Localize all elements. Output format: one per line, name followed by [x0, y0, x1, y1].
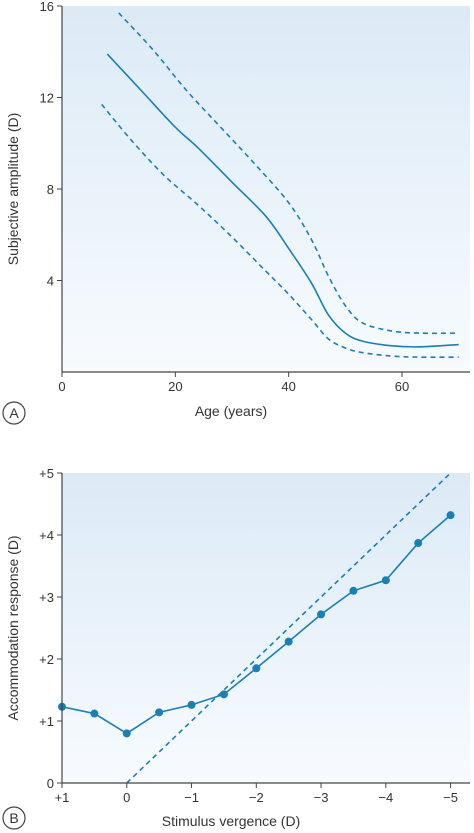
- plot-area-a: [62, 6, 470, 372]
- y-tick-label-b-3: +2: [39, 652, 54, 667]
- y-tick-label-a-1: 4: [47, 274, 54, 289]
- data-point-b-2: [90, 709, 99, 718]
- series-line-b-2: [126, 472, 452, 784]
- data-point-b-10: [349, 586, 358, 595]
- x-tick-label-b-3: −1: [184, 790, 199, 805]
- data-point-b-4: [155, 708, 164, 717]
- x-tick-label-b-1: +1: [55, 790, 70, 805]
- data-point-b-6: [219, 690, 228, 699]
- plot-area-b: [62, 473, 470, 783]
- data-point-b-9: [317, 610, 326, 619]
- chart-panel-a: 0 20 40 60 4 8 12 16 Age (years) Subjective amp…: [2, 0, 470, 425]
- data-point-b-8: [284, 637, 293, 646]
- series-line-a-1: [106, 53, 459, 348]
- data-point-b-7: [252, 664, 261, 673]
- x-tick-label-a-4: 60: [395, 379, 409, 394]
- x-tick-label-b-2: 0: [123, 790, 130, 805]
- panel-letter-a: A: [9, 405, 19, 421]
- x-tick-label-a-2: 20: [168, 379, 182, 394]
- series-line-a-3: [101, 103, 459, 359]
- panel-label-a: A: [2, 401, 26, 425]
- data-point-b-5: [187, 700, 196, 709]
- axes-a: 0 20 40 60 4 8 12 16: [40, 0, 470, 394]
- series-group-a: [101, 12, 459, 359]
- x-tick-label-b-7: −5: [443, 790, 458, 805]
- x-tick-label-b-5: −3: [314, 790, 329, 805]
- data-point-b-13: [446, 511, 455, 520]
- series-group-b: [58, 472, 455, 784]
- chart-panel-b: +1 0 −1 −2 −3 −4 −50+1+2+3+4+5 Stimulus vergen…: [2, 466, 470, 830]
- panel-label-b: B: [2, 806, 26, 830]
- y-axis-title-a: Subjective amplitude (D): [5, 113, 21, 266]
- series-line-a-2: [118, 12, 459, 335]
- y-axis-title-b: Accommodation response (D): [5, 535, 21, 720]
- x-axis-title-b: Stimulus vergence (D): [162, 813, 301, 829]
- data-point-b-12: [414, 539, 423, 548]
- y-tick-label-b-2: +1: [39, 714, 54, 729]
- x-tick-label-a-1: 0: [58, 379, 65, 394]
- x-tick-label-b-4: −2: [249, 790, 264, 805]
- x-axis-title-a: Age (years): [195, 403, 267, 419]
- y-tick-label-b-4: +3: [39, 590, 54, 605]
- data-point-b-11: [381, 576, 390, 585]
- x-tick-label-a-3: 40: [281, 379, 295, 394]
- y-tick-label-b-6: +5: [39, 466, 54, 481]
- data-point-b-3: [122, 729, 131, 738]
- y-tick-label-a-3: 12: [40, 91, 54, 106]
- x-tick-label-b-6: −4: [378, 790, 393, 805]
- y-tick-label-a-4: 16: [40, 0, 54, 14]
- y-tick-label-a-2: 8: [47, 182, 54, 197]
- axes-b: +1 0 −1 −2 −3 −4 −50+1+2+3+4+5: [39, 466, 470, 805]
- y-tick-label-b-5: +4: [39, 528, 54, 543]
- y-tick-label-b-1: 0: [47, 776, 54, 791]
- panel-letter-b: B: [9, 810, 18, 826]
